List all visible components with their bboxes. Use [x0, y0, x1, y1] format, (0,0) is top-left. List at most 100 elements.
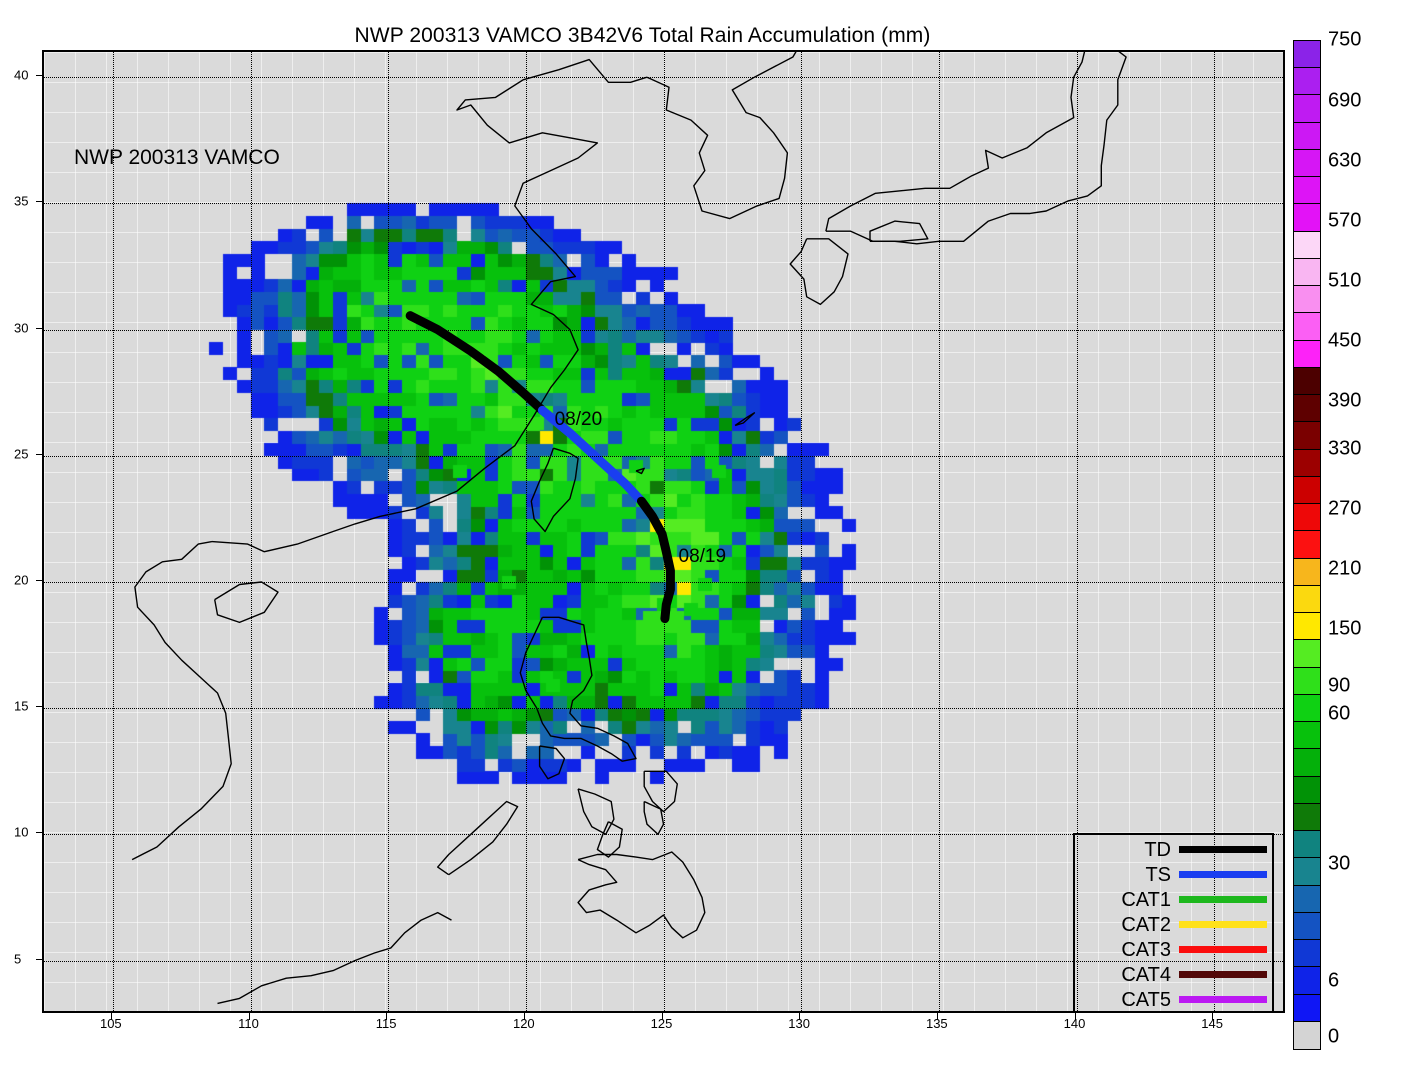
colorbar-cell-22 — [1294, 640, 1320, 668]
colorbar-cell-18 — [1294, 531, 1320, 559]
legend-label-td: TD — [1144, 838, 1171, 861]
x-axis-label-110: 110 — [238, 1016, 259, 1031]
y-tick-25 — [36, 453, 43, 455]
colorbar-label-570: 570 — [1328, 209, 1362, 232]
legend-row-cat1: CAT1 — [1075, 887, 1272, 912]
coastline-path-15 — [643, 800, 665, 835]
colorbar-cell-14 — [1294, 422, 1320, 450]
x-axis-label-125: 125 — [650, 1016, 673, 1031]
y-axis-label-5: 5 — [14, 951, 22, 967]
legend-label-cat1: CAT1 — [1121, 888, 1171, 911]
colorbar-cell-21 — [1294, 613, 1320, 641]
colorbar-label-450: 450 — [1328, 329, 1362, 352]
colorbar-label-690: 690 — [1328, 89, 1362, 112]
coastline-path-3 — [825, 52, 1086, 232]
x-tick-120 — [523, 1013, 525, 1020]
coastline-path-17 — [217, 911, 452, 1005]
x-tick-105 — [110, 1013, 112, 1020]
colorbar-cell-25 — [1294, 722, 1320, 750]
legend-label-cat2: CAT2 — [1121, 913, 1171, 936]
track-segment-td-0 — [405, 311, 547, 415]
coastline-path-6 — [530, 447, 579, 533]
colorbar-label-510: 510 — [1328, 269, 1362, 292]
coastline-path-1 — [646, 52, 797, 220]
colorbar-cell-29 — [1294, 831, 1320, 859]
y-tick-10 — [36, 832, 43, 834]
coastline-path-12 — [577, 788, 615, 835]
y-axis-label-20: 20 — [14, 572, 29, 588]
coastline-path-0 — [211, 58, 648, 553]
colorbar-cell-5 — [1294, 177, 1320, 205]
legend-row-ts: TS — [1075, 862, 1272, 887]
track-segment-ts-1 — [537, 405, 646, 506]
colorbar-cell-23 — [1294, 667, 1320, 695]
colorbar-label-150: 150 — [1328, 617, 1362, 640]
colorbar-label-270: 270 — [1328, 497, 1362, 520]
page-title: NWP 200313 VAMCO 3B42V6 Total Rain Accum… — [354, 24, 931, 47]
legend-swatch-cat2 — [1179, 921, 1267, 928]
colorbar — [1293, 40, 1321, 1050]
category-legend: TD TS CAT1 CAT2 CAT3 CAT4 CAT5 — [1073, 833, 1274, 1013]
legend-swatch-cat4 — [1179, 971, 1267, 978]
colorbar-cell-10 — [1294, 313, 1320, 341]
legend-label-ts: TS — [1145, 863, 1171, 886]
x-axis-label-115: 115 — [375, 1016, 397, 1031]
colorbar-cell-28 — [1294, 803, 1320, 832]
coastline-path-9 — [519, 616, 637, 762]
y-tick-5 — [36, 958, 43, 960]
x-tick-140 — [1074, 1013, 1076, 1020]
legend-swatch-ts — [1179, 871, 1267, 878]
coastline-path-16 — [577, 851, 706, 939]
x-axis-label-135: 135 — [925, 1016, 948, 1031]
colorbar-label-210: 210 — [1328, 557, 1362, 580]
colorbar-cell-8 — [1294, 258, 1320, 287]
coastline-path-8 — [131, 540, 232, 861]
colorbar-cell-36 — [1294, 1021, 1320, 1049]
y-tick-35 — [36, 201, 43, 203]
coastline-path-4 — [789, 238, 849, 306]
x-axis-label-145: 145 — [1201, 1016, 1224, 1031]
y-tick-30 — [36, 327, 43, 329]
colorbar-cell-19 — [1294, 558, 1320, 586]
coastline-path-19 — [635, 467, 645, 475]
legend-row-cat3: CAT3 — [1075, 937, 1272, 962]
y-axis-label-10: 10 — [14, 824, 29, 840]
colorbar-cell-33 — [1294, 940, 1320, 968]
colorbar-cell-34 — [1294, 967, 1320, 995]
legend-row-td: TD — [1075, 837, 1272, 862]
coastline-path-13 — [596, 821, 623, 858]
legend-label-cat3: CAT3 — [1121, 938, 1171, 961]
colorbar-cell-30 — [1294, 858, 1320, 886]
colorbar-cell-13 — [1294, 395, 1320, 423]
legend-swatch-cat1 — [1179, 896, 1267, 903]
y-tick-15 — [36, 706, 43, 708]
y-axis-label-15: 15 — [14, 698, 29, 714]
y-axis-label-30: 30 — [14, 320, 29, 336]
coastline-path-2 — [825, 52, 1127, 245]
x-axis-label-140: 140 — [1063, 1016, 1086, 1031]
colorbar-cell-4 — [1294, 149, 1320, 178]
x-tick-110 — [248, 1013, 250, 1020]
colorbar-label-330: 330 — [1328, 437, 1362, 460]
colorbar-cell-16 — [1294, 476, 1320, 505]
colorbar-cell-24 — [1294, 694, 1320, 723]
colorbar-cell-27 — [1294, 776, 1320, 804]
colorbar-cell-9 — [1294, 286, 1320, 314]
colorbar-cell-15 — [1294, 449, 1320, 477]
legend-row-cat4: CAT4 — [1075, 962, 1272, 987]
colorbar-cell-20 — [1294, 585, 1320, 614]
track-segment-td-2 — [637, 496, 675, 624]
coastline-path-7 — [214, 581, 279, 624]
colorbar-cell-35 — [1294, 994, 1320, 1022]
colorbar-cell-32 — [1294, 912, 1320, 941]
coastline-path-11 — [437, 800, 519, 876]
colorbar-cell-7 — [1294, 231, 1320, 259]
colorbar-label-750: 750 — [1328, 28, 1362, 51]
track-date-label-0: 08/20 — [554, 408, 603, 430]
colorbar-label-60: 60 — [1328, 702, 1351, 725]
legend-label-cat4: CAT4 — [1121, 963, 1171, 986]
x-tick-135 — [936, 1013, 938, 1020]
x-tick-145 — [1212, 1013, 1214, 1020]
legend-swatch-cat3 — [1179, 946, 1267, 953]
y-axis-label-25: 25 — [14, 446, 29, 462]
